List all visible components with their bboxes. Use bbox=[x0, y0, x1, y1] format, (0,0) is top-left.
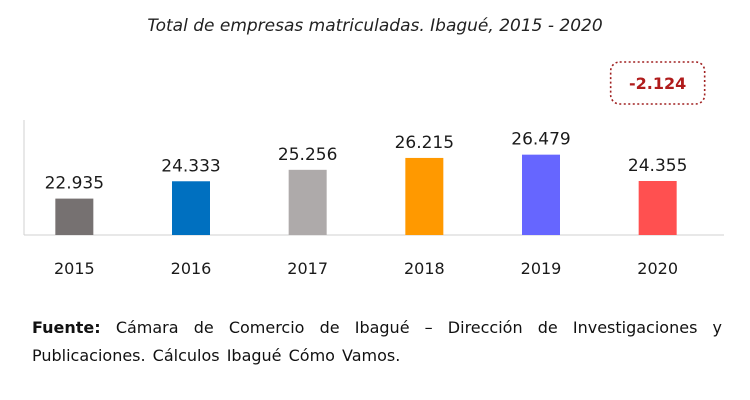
bar-2016 bbox=[172, 181, 210, 235]
category-label-2016: 2016 bbox=[171, 259, 212, 278]
source-label: Fuente: bbox=[32, 318, 101, 337]
bar-2018 bbox=[405, 157, 444, 235]
bar-chart: 22.935 2015 24.333 2016 25.256 2017 26.215 2018… bbox=[23, 61, 724, 278]
source-text: Cámara de Comercio de Ibagué – Dirección… bbox=[32, 318, 722, 365]
value-label-2019: 26.479 bbox=[511, 130, 570, 150]
category-label-2020: 2020 bbox=[637, 259, 678, 278]
value-label-2018: 26.215 bbox=[395, 133, 454, 153]
category-label-2019: 2019 bbox=[521, 259, 562, 278]
annotation-box bbox=[609, 61, 706, 105]
category-label-2017: 2017 bbox=[287, 259, 328, 278]
bar-2019 bbox=[522, 154, 560, 235]
value-label-2017: 25.256 bbox=[278, 145, 337, 165]
bar-2015 bbox=[55, 198, 94, 235]
chart-title: Total de empresas matriculadas. Ibagué, … bbox=[147, 16, 603, 36]
bar-2020 bbox=[638, 180, 677, 235]
value-label-2015: 22.935 bbox=[45, 174, 104, 194]
source-note: Fuente: Cámara de Comercio de Ibagué – D… bbox=[32, 314, 722, 370]
annotation-label: -2.124 bbox=[629, 74, 686, 93]
category-label-2015: 2015 bbox=[54, 259, 95, 278]
value-label-2020: 24.355 bbox=[628, 156, 687, 176]
bar-2017 bbox=[288, 169, 327, 235]
value-label-2016: 24.333 bbox=[161, 156, 220, 176]
category-label-2018: 2018 bbox=[404, 259, 445, 278]
